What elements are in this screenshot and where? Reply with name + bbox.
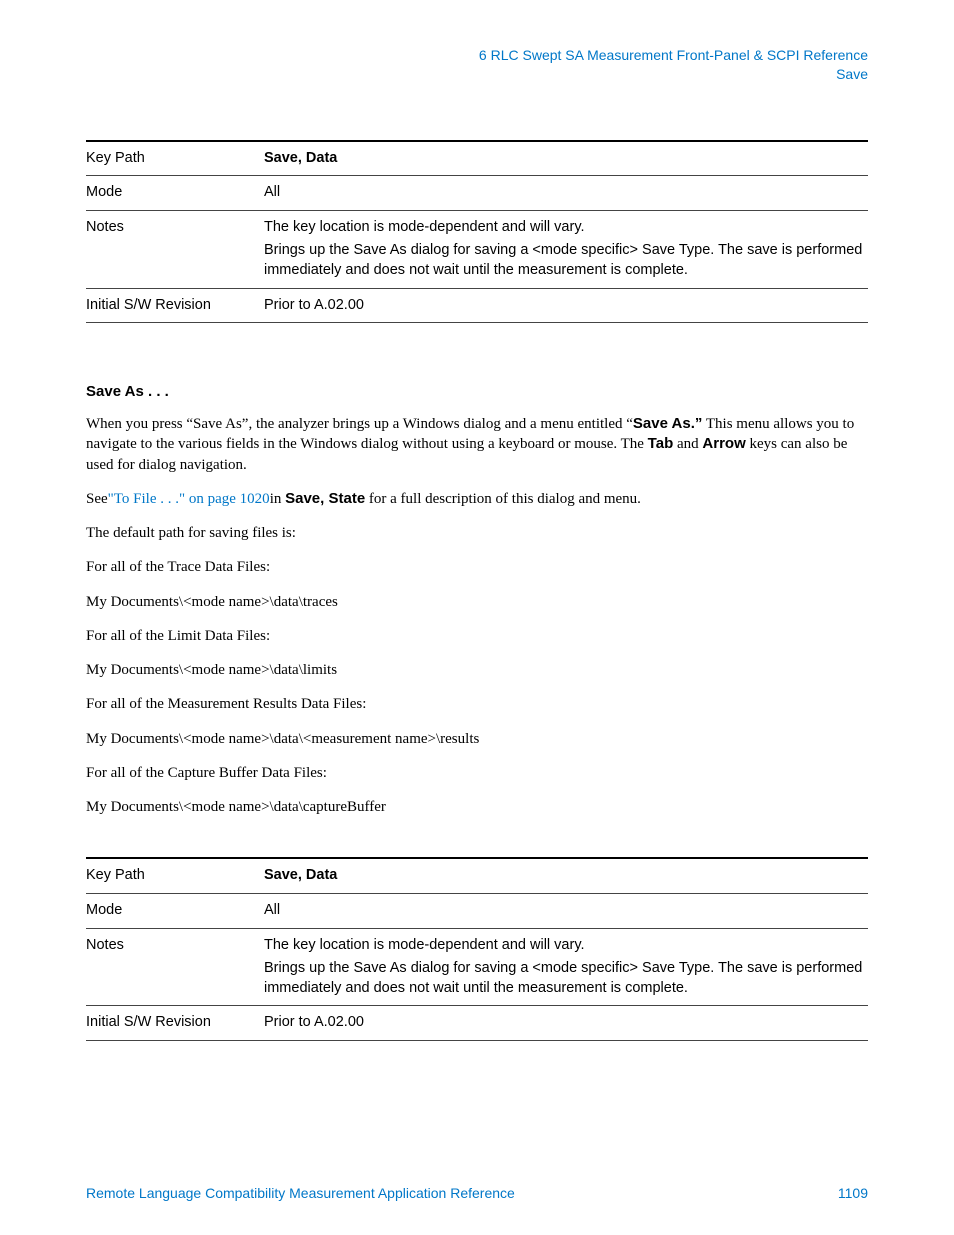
text-bold: Tab — [648, 435, 674, 452]
section-heading-save-as: Save As . . . — [86, 383, 868, 400]
body-paragraph: My Documents\<mode name>\data\limits — [86, 660, 868, 680]
text-run: See — [86, 491, 108, 507]
notes-line: Brings up the Save As dialog for saving … — [264, 959, 868, 998]
body-paragraph: When you press “Save As”, the analyzer b… — [86, 414, 868, 475]
row-label: Initial S/W Revision — [86, 1006, 264, 1041]
notes-line: The key location is mode-dependent and w… — [264, 936, 868, 956]
body-paragraph: For all of the Measurement Results Data … — [86, 694, 868, 714]
row-value: Save, Data — [264, 141, 868, 176]
row-value: The key location is mode-dependent and w… — [264, 210, 868, 288]
row-value: Prior to A.02.00 — [264, 1006, 868, 1041]
body-paragraph: For all of the Capture Buffer Data Files… — [86, 763, 868, 783]
body-paragraph: For all of the Limit Data Files: — [86, 626, 868, 646]
text-bold: Arrow — [702, 435, 745, 452]
row-label: Mode — [86, 176, 264, 211]
body-paragraph: My Documents\<mode name>\data\traces — [86, 592, 868, 612]
table-row: Notes The key location is mode-dependent… — [86, 210, 868, 288]
text-bold: Save, State — [285, 490, 365, 507]
text-run: When you press “Save As”, the analyzer b… — [86, 416, 633, 432]
table-row: Mode All — [86, 893, 868, 928]
row-label: Initial S/W Revision — [86, 288, 264, 323]
text-run: and — [673, 436, 702, 452]
row-value: All — [264, 893, 868, 928]
table-row: Initial S/W Revision Prior to A.02.00 — [86, 1006, 868, 1041]
notes-line: The key location is mode-dependent and w… — [264, 218, 868, 238]
row-value: All — [264, 176, 868, 211]
text-run: in — [270, 491, 285, 507]
footer-title: Remote Language Compatibility Measuremen… — [86, 1185, 515, 1201]
parameter-table-2: Key Path Save, Data Mode All Notes The k… — [86, 857, 868, 1040]
body-paragraph: For all of the Trace Data Files: — [86, 557, 868, 577]
row-value: The key location is mode-dependent and w… — [264, 928, 868, 1006]
header-section: Save — [86, 65, 868, 84]
row-label: Key Path — [86, 858, 264, 893]
row-label: Notes — [86, 928, 264, 1006]
body-paragraph: See"To File . . ." on page 1020in Save, … — [86, 489, 868, 509]
row-label: Mode — [86, 893, 264, 928]
table-row: Notes The key location is mode-dependent… — [86, 928, 868, 1006]
parameter-table-1: Key Path Save, Data Mode All Notes The k… — [86, 140, 868, 323]
table-row: Key Path Save, Data — [86, 141, 868, 176]
table-row: Key Path Save, Data — [86, 858, 868, 893]
body-paragraph: My Documents\<mode name>\data\<measureme… — [86, 729, 868, 749]
cross-reference-link[interactable]: "To File . . ." on page 1020 — [108, 491, 270, 507]
row-label: Key Path — [86, 141, 264, 176]
body-paragraph: The default path for saving files is: — [86, 523, 868, 543]
table-row: Initial S/W Revision Prior to A.02.00 — [86, 288, 868, 323]
row-value: Save, Data — [264, 858, 868, 893]
text-run: for a full description of this dialog an… — [365, 491, 641, 507]
footer-page-number: 1109 — [838, 1185, 868, 1201]
table-row: Mode All — [86, 176, 868, 211]
header-chapter: 6 RLC Swept SA Measurement Front-Panel &… — [86, 46, 868, 65]
row-label: Notes — [86, 210, 264, 288]
page-footer: Remote Language Compatibility Measuremen… — [86, 1185, 868, 1201]
text-bold: Save As.” — [633, 415, 703, 432]
page-header: 6 RLC Swept SA Measurement Front-Panel &… — [86, 46, 868, 84]
body-paragraph: My Documents\<mode name>\data\captureBuf… — [86, 797, 868, 817]
row-value: Prior to A.02.00 — [264, 288, 868, 323]
notes-line: Brings up the Save As dialog for saving … — [264, 241, 868, 280]
